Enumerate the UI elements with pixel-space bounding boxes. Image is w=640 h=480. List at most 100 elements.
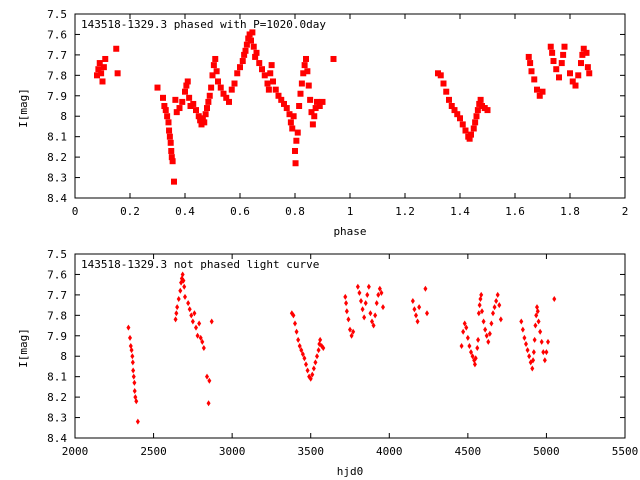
- phased-data-point: [536, 92, 543, 99]
- phased-data-point: [261, 72, 268, 79]
- phased-data-point: [94, 72, 100, 79]
- unphased-data-point: [542, 357, 547, 364]
- phased-data-point: [448, 103, 455, 109]
- unphased-data-point: [311, 365, 316, 372]
- unphased-data-point: [348, 326, 352, 333]
- unphased-data-point: [479, 291, 484, 298]
- unphased-data-point: [487, 330, 492, 337]
- phased-x-tick-label: 0.8: [285, 205, 305, 218]
- unphased-data-point: [128, 334, 132, 341]
- unphased-y-tick-label: 8.1: [47, 371, 67, 384]
- unphased-data-point: [126, 324, 131, 331]
- phased-data-point: [304, 68, 311, 75]
- phased-data-point: [161, 103, 168, 109]
- unphased-data-point: [465, 334, 470, 341]
- unphased-data-point: [546, 338, 550, 345]
- phased-data-point: [186, 94, 193, 101]
- unphased-data-point: [305, 367, 310, 374]
- phased-data-point: [440, 80, 447, 87]
- phased-data-point: [289, 125, 296, 132]
- phased-plot-frame: [74, 13, 626, 199]
- phased-data-point: [96, 60, 103, 67]
- unphased-data-point: [201, 345, 206, 352]
- phased-data-point: [312, 105, 319, 112]
- phased-data-point: [217, 84, 224, 91]
- unphased-data-point: [360, 306, 365, 313]
- phased-data-point: [168, 147, 175, 154]
- phased-data-point: [165, 119, 172, 126]
- phased-data-point: [243, 41, 250, 48]
- unphased-data-point: [302, 355, 307, 362]
- unphased-x-tick-label: 3500: [297, 445, 324, 458]
- phased-data-point: [160, 94, 166, 101]
- phased-data-point: [249, 29, 256, 36]
- phased-data-point: [446, 96, 452, 103]
- phased-data-point: [586, 70, 593, 77]
- unphased-data-point: [195, 332, 200, 339]
- unphased-data-point: [525, 347, 530, 354]
- unphased-y-tick-label: 8.3: [47, 412, 67, 425]
- unphased-data-point: [304, 361, 308, 368]
- unphased-data-point: [200, 338, 205, 345]
- unphased-x-tick-label: 2000: [62, 445, 89, 458]
- phased-data-point: [275, 92, 282, 99]
- phased-data-point: [550, 58, 557, 65]
- phased-data-point: [114, 70, 121, 77]
- phased-data-point: [300, 70, 307, 77]
- phased-data-point: [468, 131, 474, 138]
- phased-y-tick-label: 7.6: [47, 28, 67, 41]
- phased-data-point: [167, 139, 174, 146]
- unphased-data-point: [376, 291, 381, 298]
- unphased-data-point: [131, 373, 136, 380]
- unphased-data-point: [475, 345, 480, 352]
- unphased-data-point: [209, 318, 214, 325]
- phased-data-point: [292, 147, 298, 154]
- phased-data-point: [459, 121, 466, 128]
- phased-data-point: [199, 115, 206, 122]
- unphased-data-point: [370, 318, 374, 325]
- unphased-data-point: [519, 318, 524, 325]
- phased-x-tick-label: 1.8: [560, 205, 580, 218]
- unphased-data-point: [308, 375, 313, 382]
- unphased-data-point: [484, 332, 489, 339]
- phased-data-point: [100, 64, 107, 71]
- phased-data-point: [237, 64, 243, 71]
- phased-light-curve-panel: 143518-1329.3 phased with P=1020.0day ph…: [17, 8, 628, 238]
- unphased-data-point: [313, 359, 318, 366]
- phased-data-point: [164, 113, 171, 120]
- phased-x-tick-label: 1: [347, 205, 354, 218]
- unphased-y-tick-label: 8: [60, 350, 67, 363]
- phased-y-tick-label: 7.7: [47, 49, 67, 62]
- unphased-data-point: [189, 312, 194, 319]
- phased-data-point: [99, 78, 106, 85]
- unphased-data-point: [205, 373, 209, 380]
- phased-data-point: [239, 58, 246, 65]
- unphased-data-point: [473, 355, 478, 362]
- phased-data-point: [451, 107, 458, 114]
- unphased-data-point: [373, 312, 378, 319]
- unphased-data-point: [492, 304, 497, 311]
- unphased-data-point: [362, 314, 367, 321]
- phased-data-point: [204, 105, 210, 112]
- unphased-data-point: [470, 353, 475, 360]
- unphased-data-point: [296, 336, 301, 343]
- phased-data-point: [193, 107, 199, 114]
- phased-data-point: [454, 111, 461, 118]
- unphased-plot-frame: [74, 253, 626, 439]
- unphased-data-point: [132, 379, 137, 386]
- phased-y-axis-label: I[mag]: [17, 88, 30, 128]
- phased-x-tick-label: 0.4: [175, 205, 195, 218]
- phased-data-point: [584, 64, 591, 71]
- unphased-data-point: [494, 298, 499, 305]
- unphased-x-tick-label: 2500: [140, 445, 167, 458]
- unphased-data-point: [206, 400, 211, 407]
- phased-data-point: [316, 103, 323, 109]
- unphased-data-point: [197, 320, 202, 327]
- unphased-data-point: [527, 353, 532, 360]
- phased-data-point: [183, 82, 190, 89]
- phased-data-point: [549, 49, 556, 56]
- unphased-data-point: [379, 289, 384, 296]
- unphased-data-point: [192, 310, 197, 317]
- phased-data-point: [298, 80, 305, 87]
